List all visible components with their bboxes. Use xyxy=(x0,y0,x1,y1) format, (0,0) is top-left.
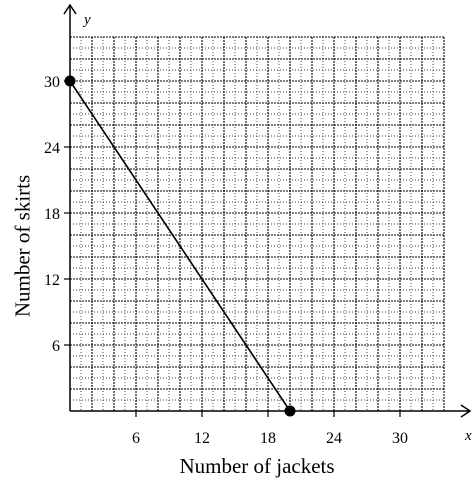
x-ticks: 6 12 18 24 30 xyxy=(132,411,408,447)
major-grid xyxy=(70,36,445,411)
x-axis-letter: x xyxy=(464,428,472,444)
series-layer xyxy=(64,75,296,417)
x-axis-arrow-icon xyxy=(460,404,472,418)
y-tick-label: 24 xyxy=(44,140,60,157)
x-tick-label: 18 xyxy=(260,430,276,447)
y-axis-letter: y xyxy=(82,12,91,28)
x-tick-label: 24 xyxy=(326,430,342,447)
x-axis-title: Number of jackets xyxy=(179,454,334,478)
y-tick-label: 30 xyxy=(44,74,60,91)
y-axis-title: Number of skirts xyxy=(10,175,34,317)
y-tick-label: 12 xyxy=(44,272,60,289)
data-point xyxy=(284,405,296,417)
x-tick-label: 6 xyxy=(132,430,140,447)
y-ticks: 6 12 18 24 30 xyxy=(44,74,70,355)
y-tick-label: 18 xyxy=(44,206,60,223)
y-tick-label: 6 xyxy=(52,338,60,355)
minor-grid xyxy=(70,37,444,411)
x-tick-label: 12 xyxy=(194,430,210,447)
series-line xyxy=(69,80,291,412)
y-axis-arrow-icon xyxy=(63,3,77,15)
data-point xyxy=(64,75,76,87)
x-tick-label: 30 xyxy=(392,430,408,447)
